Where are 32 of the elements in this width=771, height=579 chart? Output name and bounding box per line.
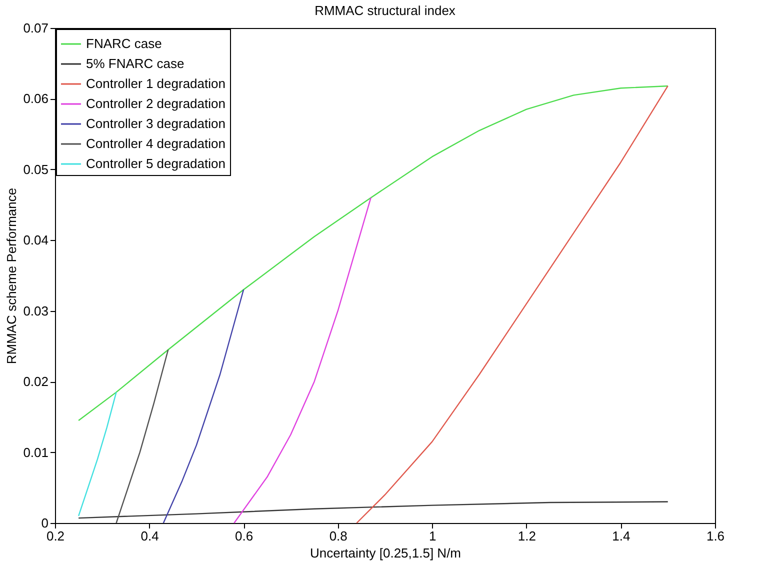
- x-axis-title: Uncertainty [0.25,1.5] N/m: [310, 546, 462, 560]
- x-tick-label: 1.4: [612, 528, 630, 544]
- line-series: [78, 392, 117, 517]
- legend-label: Controller 2 degradation: [86, 96, 226, 111]
- y-tick-label: 0.01: [23, 444, 48, 460]
- y-tick-label: 0: [41, 516, 48, 530]
- x-tick-label: 1.2: [518, 528, 536, 544]
- x-tick-label: 1: [429, 528, 436, 544]
- legend-label: 5% FNARC case: [86, 56, 184, 71]
- y-tick-label: 0.05: [23, 162, 48, 177]
- x-tick-label: 1.6: [706, 528, 725, 544]
- legend-label: FNARC case: [86, 36, 162, 51]
- y-tick-label: 0.02: [23, 374, 48, 390]
- y-tick-label: 0.07: [23, 20, 48, 36]
- x-tick-label: 0.6: [235, 528, 254, 544]
- chart-title: RMMAC structural index: [314, 3, 456, 18]
- line-series: [78, 501, 668, 519]
- line-series: [116, 349, 169, 524]
- line-series: [356, 85, 668, 524]
- legend-label: Controller 3 degradation: [86, 116, 226, 131]
- x-tick-label: 0.2: [46, 528, 65, 544]
- line-series: [162, 289, 244, 524]
- legend-label: Controller 5 degradation: [86, 156, 226, 171]
- line-series: [234, 197, 372, 524]
- y-tick-label: 0.06: [23, 91, 48, 106]
- y-tick-label: 0.04: [23, 232, 48, 248]
- x-tick-label: 0.4: [140, 528, 159, 544]
- x-tick-label: 0.8: [329, 528, 348, 544]
- legend-label: Controller 1 degradation: [86, 76, 226, 91]
- y-tick-label: 0.03: [23, 303, 48, 318]
- legend-label: Controller 4 degradation: [86, 136, 226, 151]
- y-axis-title: RMMAC scheme Performance: [4, 188, 20, 364]
